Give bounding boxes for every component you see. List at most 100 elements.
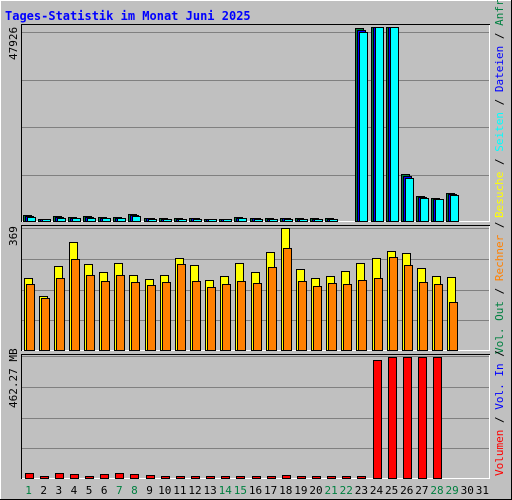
bar-pages-day-13 [208, 219, 217, 222]
bar-sites-day-8 [131, 282, 140, 351]
panel-visits: 369 Vol. Out / Rechner / [7, 222, 506, 354]
bar-kbytes-day-13 [206, 476, 215, 479]
bar-pages-day-10 [163, 219, 172, 222]
bar-kbytes-day-1 [25, 473, 34, 479]
bar-pages-day-20 [314, 219, 323, 222]
legend-item: Vol. In [493, 363, 506, 409]
day-label-16: 16 [249, 484, 262, 497]
chart-panels: 47926 Besuche / Seiten / Dateien / Anfrag… [7, 0, 506, 479]
bar-sites-day-18 [283, 248, 292, 351]
bar-sites-day-17 [268, 267, 277, 351]
day-label-31: 31 [476, 484, 489, 497]
day-label-12: 12 [188, 484, 201, 497]
bar-pages-day-21 [329, 219, 338, 222]
bar-pages-day-8 [132, 216, 141, 222]
bar-pages-day-15 [238, 218, 247, 222]
bar-sites-day-16 [253, 283, 262, 351]
day-label-1: 1 [25, 484, 32, 497]
bar-pages-day-7 [117, 218, 126, 222]
bar-sites-day-19 [298, 281, 307, 351]
bar-kbytes-day-2 [40, 476, 49, 479]
bar-sites-day-11 [177, 264, 186, 351]
legend-item: Seiten [493, 112, 506, 152]
day-label-28: 28 [430, 484, 443, 497]
bar-sites-day-24 [374, 278, 383, 351]
bar-kbytes-day-4 [70, 474, 79, 479]
bar-kbytes-day-12 [191, 476, 200, 479]
bar-pages-day-14 [223, 219, 232, 222]
bar-kbytes-day-5 [85, 476, 94, 479]
bar-sites-day-13 [207, 287, 216, 351]
day-label-9: 9 [146, 484, 153, 497]
legend-item: Dateien [493, 46, 506, 92]
bar-sites-day-22 [343, 284, 352, 351]
day-label-11: 11 [173, 484, 186, 497]
bar-kbytes-day-28 [433, 357, 442, 479]
bar-kbytes-day-21 [327, 476, 336, 479]
bar-sites-day-6 [101, 281, 110, 351]
day-label-2: 2 [40, 484, 47, 497]
bar-kbytes-day-8 [130, 474, 139, 479]
bar-pages-day-9 [148, 219, 157, 222]
legend-visits: Vol. Out / Rechner / [493, 222, 506, 354]
bar-pages-day-1 [27, 217, 36, 222]
bar-pages-day-29 [450, 195, 459, 222]
day-label-7: 7 [116, 484, 123, 497]
legend-item: Besuche [493, 172, 506, 218]
bar-sites-day-23 [358, 280, 367, 351]
bar-kbytes-day-14 [221, 476, 230, 479]
bar-kbytes-day-19 [297, 476, 306, 479]
bar-kbytes-day-22 [342, 476, 351, 479]
bar-sites-day-15 [237, 281, 246, 351]
bar-sites-day-5 [86, 275, 95, 351]
chart-title: Tages-Statistik im Monat Juni 2025 [5, 9, 251, 23]
bar-kbytes-day-16 [252, 476, 261, 479]
bar-kbytes-day-7 [115, 473, 124, 479]
bar-sites-day-7 [116, 275, 125, 351]
bar-pages-day-3 [57, 218, 66, 222]
bar-pages-day-25 [390, 27, 399, 222]
bar-sites-day-3 [56, 278, 65, 351]
day-label-21: 21 [325, 484, 338, 497]
day-label-20: 20 [309, 484, 322, 497]
day-labels: 1 2 3 4 5 6 7 8 9 10 11 12 13 14 15 16 17 18 19 20 21 22 23 24 2… [25, 484, 489, 497]
bar-kbytes-day-17 [267, 476, 276, 479]
panel-volume: 462.27 MB Volumen / Vol. In / [7, 348, 506, 479]
bar-pages-day-28 [435, 199, 444, 222]
bar-kbytes-day-18 [282, 475, 291, 479]
bar-pages-day-2 [42, 219, 51, 222]
bar-kbytes-day-3 [55, 473, 64, 479]
day-label-13: 13 [203, 484, 216, 497]
bar-pages-day-5 [87, 218, 96, 222]
day-label-3: 3 [56, 484, 63, 497]
legend-item: / [493, 222, 506, 235]
y-max-label: 47926 [7, 27, 20, 60]
bar-sites-day-14 [222, 284, 231, 351]
legend-item: / [493, 281, 506, 301]
bar-sites-day-27 [419, 282, 428, 351]
bar-sites-day-25 [389, 257, 398, 351]
bar-kbytes-day-15 [236, 476, 245, 479]
bar-sites-day-4 [71, 259, 80, 351]
bar-sites-day-9 [147, 285, 156, 351]
bar-sites-day-21 [328, 283, 337, 351]
bar-kbytes-day-25 [388, 357, 397, 479]
bar-sites-day-2 [41, 298, 50, 351]
panel-requests: 47926 Besuche / Seiten / Dateien / Anfrag… [7, 0, 506, 222]
bar-pages-day-27 [420, 198, 429, 222]
legend-item: Vol. Out [493, 301, 506, 354]
day-label-17: 17 [264, 484, 277, 497]
bar-sites-day-1 [26, 284, 35, 351]
legend-item: / [493, 92, 506, 112]
bar-pages-day-17 [269, 219, 278, 222]
legend-item: Rechner [493, 234, 506, 281]
day-label-23: 23 [355, 484, 368, 497]
bar-sites-day-26 [404, 265, 413, 351]
bar-pages-day-4 [72, 218, 81, 222]
day-label-27: 27 [415, 484, 428, 497]
day-label-8: 8 [131, 484, 138, 497]
day-label-6: 6 [101, 484, 108, 497]
bar-sites-day-29 [449, 302, 458, 351]
legend-item: / [493, 410, 506, 430]
